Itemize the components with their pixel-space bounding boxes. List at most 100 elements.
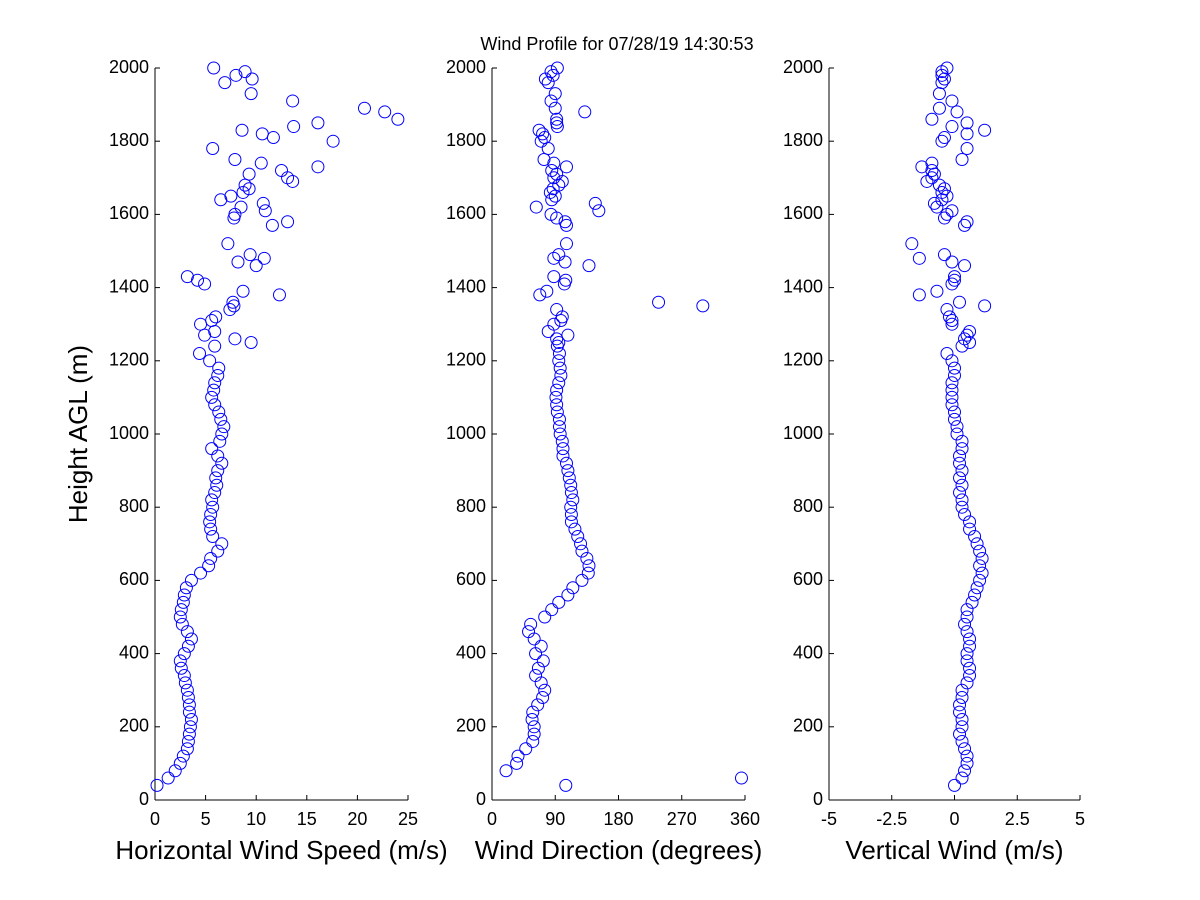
data-point <box>531 698 545 712</box>
data-point <box>963 632 977 646</box>
x-tick-label: 0 <box>949 809 959 829</box>
data-point <box>552 178 566 192</box>
data-point <box>215 427 229 441</box>
data-point <box>228 332 242 346</box>
data-point <box>547 317 561 331</box>
x-tick-label: 180 <box>603 809 633 829</box>
data-point <box>968 529 982 543</box>
data-point <box>211 464 225 478</box>
data-point <box>249 259 263 273</box>
data-point <box>571 529 585 543</box>
data-point <box>538 610 552 624</box>
data-point <box>545 193 559 207</box>
data-point <box>945 120 959 134</box>
x-tick-label: 0 <box>487 809 497 829</box>
x-tick-label: 5 <box>201 809 211 829</box>
data-point <box>179 581 193 595</box>
data-point <box>311 116 325 130</box>
data-point <box>531 661 545 675</box>
data-point <box>265 218 279 232</box>
data-point <box>935 76 949 90</box>
data-point <box>184 632 198 646</box>
data-point <box>950 420 964 434</box>
data-point <box>242 182 256 196</box>
y-tick-label: 800 <box>456 496 486 516</box>
y-tick-label: 1400 <box>446 276 486 296</box>
data-point <box>561 328 575 342</box>
data-point <box>204 551 218 565</box>
data-point <box>202 559 216 573</box>
data-point <box>554 368 568 382</box>
data-point <box>177 669 191 683</box>
y-tick-label: 600 <box>119 569 149 589</box>
data-point <box>357 101 371 115</box>
data-point <box>559 273 573 287</box>
data-point <box>207 61 221 75</box>
data-point <box>224 189 238 203</box>
data-point <box>696 299 710 313</box>
data-point <box>550 116 564 130</box>
data-point <box>526 705 540 719</box>
data-point <box>955 478 969 492</box>
data-point <box>945 314 959 328</box>
data-point <box>547 171 561 185</box>
data-point <box>955 771 969 785</box>
data-point <box>955 683 969 697</box>
data-point <box>978 299 992 313</box>
data-point <box>549 390 563 404</box>
data-point <box>950 105 964 119</box>
data-point <box>566 493 580 507</box>
data-point <box>544 65 558 79</box>
data-point <box>550 398 564 412</box>
x-axis-label: Wind Direction (degrees) <box>475 835 763 865</box>
data-point <box>256 196 270 210</box>
data-point <box>955 493 969 507</box>
data-point <box>550 383 564 397</box>
data-point <box>973 544 987 558</box>
data-point <box>559 237 573 251</box>
data-point <box>948 368 961 382</box>
data-point <box>550 405 564 419</box>
data-point <box>935 134 949 148</box>
data-point <box>552 420 566 434</box>
data-point <box>552 412 566 426</box>
data-point <box>960 328 974 342</box>
y-tick-label: 200 <box>119 716 149 736</box>
x-tick-label: 10 <box>246 809 266 829</box>
data-point <box>532 123 546 137</box>
data-point <box>212 405 226 419</box>
data-point <box>556 449 570 463</box>
data-point <box>734 771 748 785</box>
data-point <box>244 336 258 349</box>
data-point <box>198 277 212 291</box>
data-point <box>955 712 969 726</box>
data-point <box>204 508 218 522</box>
data-point <box>206 529 220 543</box>
data-point <box>575 544 589 558</box>
data-point <box>180 742 194 756</box>
data-point <box>948 273 961 287</box>
data-point <box>960 756 974 770</box>
y-tick-label: 0 <box>476 789 486 809</box>
data-point <box>548 87 562 101</box>
data-point <box>568 522 582 536</box>
data-point <box>205 390 219 404</box>
data-point <box>945 317 959 331</box>
data-point <box>184 573 198 587</box>
data-point <box>553 427 567 441</box>
data-point <box>955 442 969 456</box>
data-point <box>912 251 926 265</box>
y-tick-label: 1200 <box>109 350 149 370</box>
y-tick-label: 400 <box>119 642 149 662</box>
data-point <box>180 683 194 697</box>
data-point <box>564 515 578 529</box>
data-point <box>211 368 225 382</box>
data-point <box>955 464 969 478</box>
data-point <box>960 142 974 156</box>
data-point <box>953 456 967 470</box>
data-point <box>588 196 602 210</box>
data-point <box>559 456 573 470</box>
data-point <box>937 211 951 225</box>
x-axis-label: Horizontal Wind Speed (m/s) <box>115 835 447 865</box>
